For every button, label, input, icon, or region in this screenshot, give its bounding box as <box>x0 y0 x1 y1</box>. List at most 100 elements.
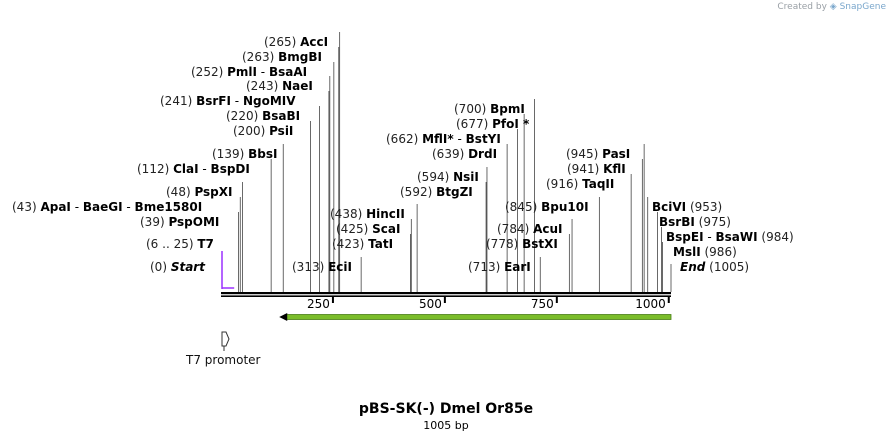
site-enzyme-name: End <box>680 260 706 274</box>
plasmid-length: 1005 bp <box>423 419 469 432</box>
site-position: (594) <box>417 170 453 184</box>
site-label: (263) BmgBI <box>242 50 322 64</box>
site-enzyme-name: * <box>519 117 530 131</box>
site-enzyme-name: * <box>447 132 454 146</box>
site-enzyme-name: BsrBI <box>659 215 695 229</box>
t7-promoter-feature <box>221 331 230 347</box>
site-position: (592) <box>400 185 436 199</box>
site-enzyme-name: BstYI <box>466 132 501 146</box>
site-enzyme-name: BsaWI <box>716 230 758 244</box>
credit-prefix: Created by <box>777 2 827 12</box>
site-enzyme-name: EciI <box>328 260 352 274</box>
site-label: (784) AcuI <box>497 222 563 236</box>
site-position: (6 .. 25) <box>146 237 197 251</box>
site-position: (941) <box>567 162 603 176</box>
site-position: (662) <box>386 132 422 146</box>
site-label: (778) BstXI <box>486 237 558 251</box>
site-enzyme-name: BpmI <box>490 102 525 116</box>
site-enzyme-name: BsrFI <box>196 94 231 108</box>
site-label: BsrBI (975) <box>659 215 731 229</box>
site-enzyme-name: MflI <box>422 132 447 146</box>
insert-arrow-head <box>279 313 288 321</box>
site-enzyme-name: EarI <box>504 260 531 274</box>
snapgene-logo-icon: ◈ <box>829 2 837 12</box>
site-enzyme-name: BstXI <box>522 237 558 251</box>
snapgene-credit: Created by ◈ SnapGene <box>777 2 886 12</box>
site-leader-lines <box>221 32 672 292</box>
site-label: (438) HincII <box>330 207 405 221</box>
t7-promoter-label: T7 promoter <box>185 353 261 367</box>
site-label: (48) PspXI <box>166 185 233 199</box>
site-enzyme-name: BbsI <box>248 147 277 161</box>
site-enzyme-name: Bme1580I <box>135 200 203 214</box>
site-position: (200) <box>233 124 269 138</box>
site-label: (425) ScaI <box>336 222 400 236</box>
site-position: (945) <box>566 147 602 161</box>
site-label: (845) Bpu10I <box>505 200 589 214</box>
site-enzyme-name: TaqII <box>582 177 614 191</box>
site-label: BciVI (953) <box>652 200 722 214</box>
site-position: (139) <box>212 147 248 161</box>
site-label: (139) BbsI <box>212 147 277 161</box>
site-separator: - <box>704 230 716 244</box>
site-enzyme-name: ApaI <box>40 200 70 214</box>
site-position: (916) <box>546 177 582 191</box>
site-label: (662) MflI* - BstYI <box>386 132 501 146</box>
site-separator: - <box>257 65 269 79</box>
site-separator: - <box>199 162 211 176</box>
credit-brand: SnapGene <box>839 2 886 12</box>
site-label: (6 .. 25) T7 <box>146 237 214 251</box>
site-enzyme-name: PasI <box>602 147 630 161</box>
site-position: (423) <box>332 237 368 251</box>
site-position: (700) <box>454 102 490 116</box>
axis-tick-label: 1000 <box>635 297 666 311</box>
site-enzyme-name: AcuI <box>533 222 562 236</box>
site-label: (220) BsaBI <box>226 109 300 123</box>
site-position: (0) <box>150 260 171 274</box>
site-separator: - <box>71 200 83 214</box>
site-label: BspEI - BsaWI (984) <box>666 230 794 244</box>
site-enzyme-name: DrdI <box>468 147 497 161</box>
site-label: (43) ApaI - BaeGI - Bme1580I <box>12 200 202 214</box>
site-enzyme-name: PspXI <box>194 185 232 199</box>
axis-tick-label: 500 <box>419 297 442 311</box>
site-position: (845) <box>505 200 541 214</box>
site-enzyme-name: ClaI <box>173 162 198 176</box>
site-separator: - <box>454 132 466 146</box>
site-label: End (1005) <box>680 260 749 274</box>
backbone-bottom-strand <box>221 295 671 297</box>
plasmid-title: pBS-SK(-) Dmel Or85e <box>358 401 534 417</box>
site-enzyme-name: NsiI <box>453 170 479 184</box>
backbone-top-strand <box>221 292 671 295</box>
site-enzyme-name: TatI <box>368 237 393 251</box>
site-enzyme-name: NaeI <box>282 79 313 93</box>
site-position: (252) <box>191 65 227 79</box>
site-label: (594) NsiI <box>417 170 479 184</box>
site-label: (639) DrdI <box>432 147 497 161</box>
site-enzyme-name: BtgZI <box>436 185 473 199</box>
site-position: (677) <box>456 117 492 131</box>
site-position: (639) <box>432 147 468 161</box>
site-label: (941) KflI <box>567 162 626 176</box>
site-enzyme-name: MslI <box>673 245 701 259</box>
site-enzyme-name: BaeGI <box>83 200 123 214</box>
site-position: (43) <box>12 200 40 214</box>
site-label: (677) PfoI * <box>456 117 530 131</box>
site-label: (200) PsiI <box>233 124 293 138</box>
axis-tick-label: 750 <box>531 297 554 311</box>
site-position: (220) <box>226 109 262 123</box>
site-position: (438) <box>330 207 366 221</box>
site-position: (713) <box>468 260 504 274</box>
site-label: (265) AccI <box>264 35 328 49</box>
site-separator: - <box>231 94 243 108</box>
site-label: (112) ClaI - BspDI <box>137 162 250 176</box>
site-enzyme-name: BsaBI <box>262 109 300 123</box>
site-label: (313) EciI <box>292 260 352 274</box>
axis-tick-label: 250 <box>307 297 330 311</box>
site-position: (48) <box>166 185 194 199</box>
site-position: (986) <box>701 245 737 259</box>
site-enzyme-name: Bpu10I <box>541 200 588 214</box>
site-position: (265) <box>264 35 300 49</box>
site-position: (112) <box>137 162 173 176</box>
